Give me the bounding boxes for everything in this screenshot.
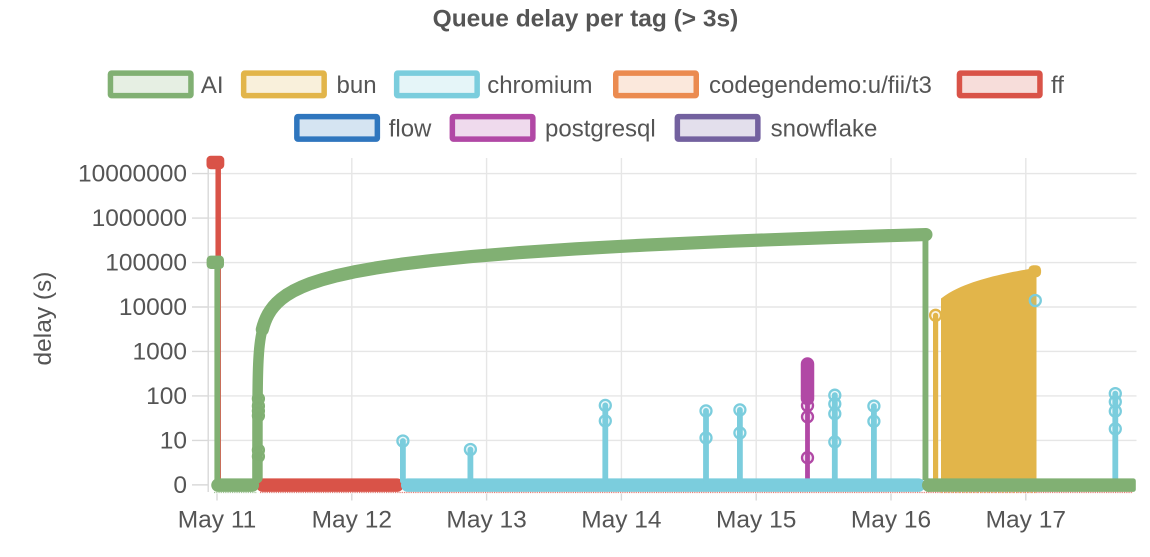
svg-text:May 17: May 17 <box>986 507 1066 534</box>
svg-text:Queue delay per tag (> 3s): Queue delay per tag (> 3s) <box>433 6 739 33</box>
svg-text:1000000: 1000000 <box>92 205 187 232</box>
svg-text:postgresql: postgresql <box>545 115 656 142</box>
svg-text:0: 0 <box>173 472 187 499</box>
svg-text:May 16: May 16 <box>851 507 931 534</box>
svg-text:100000: 100000 <box>105 250 187 277</box>
svg-text:May 12: May 12 <box>312 507 392 534</box>
svg-text:May 15: May 15 <box>716 507 796 534</box>
svg-text:May 13: May 13 <box>446 507 526 534</box>
svg-text:1000: 1000 <box>132 338 187 365</box>
svg-text:chromium: chromium <box>487 72 592 99</box>
svg-text:ff: ff <box>1051 72 1064 99</box>
svg-text:AI: AI <box>201 72 224 99</box>
svg-text:snowflake: snowflake <box>771 115 878 142</box>
svg-text:May 14: May 14 <box>581 507 661 534</box>
svg-text:100: 100 <box>146 383 187 410</box>
svg-text:codegendemo:u/fii/t3: codegendemo:u/fii/t3 <box>709 72 932 99</box>
svg-text:10: 10 <box>160 427 187 454</box>
svg-text:bun: bun <box>337 72 377 99</box>
svg-text:10000: 10000 <box>119 294 187 321</box>
svg-text:delay (s): delay (s) <box>30 272 57 366</box>
svg-text:10000000: 10000000 <box>78 161 187 188</box>
svg-text:May 11: May 11 <box>178 507 257 534</box>
svg-text:flow: flow <box>389 115 432 142</box>
